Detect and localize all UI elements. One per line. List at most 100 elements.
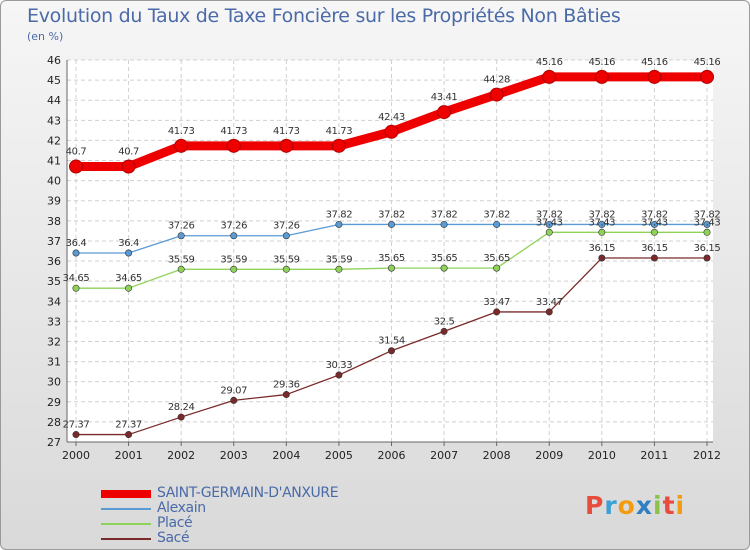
- data-point: [72, 431, 80, 439]
- data-point: [384, 124, 399, 139]
- grid: [67, 59, 713, 443]
- logo-letter: r: [604, 491, 618, 520]
- y-tick-label: 43: [47, 114, 61, 127]
- data-point: [230, 265, 238, 273]
- y-tick-label: 45: [47, 74, 61, 87]
- data-label: 37.82: [378, 209, 405, 220]
- legend-item: Sacé: [101, 530, 401, 546]
- legend: SAINT-GERMAIN-D'ANXURE Alexain Placé Sac…: [101, 485, 401, 546]
- data-label: 37.43: [536, 217, 563, 228]
- data-label: 41.73: [326, 126, 353, 137]
- x-tick-label: 2004: [272, 449, 300, 462]
- data-label: 31.54: [378, 336, 405, 347]
- data-point: [703, 220, 711, 228]
- x-tick-label: 2012: [693, 449, 721, 462]
- y-tick-label: 37: [47, 235, 61, 248]
- data-point: [598, 220, 606, 228]
- data-point: [335, 265, 343, 273]
- data-point: [125, 284, 133, 292]
- data-point: [282, 391, 290, 399]
- data-label: 35.59: [273, 254, 300, 265]
- data-label: 33.47: [483, 297, 510, 308]
- y-tick-label: 28: [47, 416, 61, 429]
- data-label: 30.33: [326, 360, 353, 371]
- data-point: [125, 431, 133, 439]
- x-tick-label: 2011: [640, 449, 668, 462]
- data-label: 42.43: [378, 112, 405, 123]
- chart-title: Evolution du Taux de Taxe Foncière sur l…: [27, 5, 621, 27]
- logo-letter: i: [675, 491, 686, 520]
- data-label: 34.65: [115, 273, 142, 284]
- data-point: [440, 220, 448, 228]
- legend-item: SAINT-GERMAIN-D'ANXURE: [101, 485, 401, 501]
- data-label: 37.26: [273, 221, 300, 232]
- plot-background: [67, 60, 713, 442]
- data-point: [700, 69, 714, 84]
- data-label: 44.28: [483, 75, 510, 86]
- data-label: 37.82: [589, 209, 616, 220]
- data-label: 27.37: [115, 420, 142, 431]
- data-point: [282, 265, 290, 273]
- legend-swatch: [101, 508, 151, 510]
- logo-letter: P: [585, 491, 605, 520]
- y-tick-label: 42: [47, 134, 61, 147]
- data-point: [177, 413, 185, 421]
- data-label: 33.47: [536, 297, 563, 308]
- data-point: [121, 159, 136, 174]
- data-label: 36.4: [118, 238, 139, 249]
- data-point: [72, 284, 80, 292]
- data-point: [335, 220, 343, 228]
- data-point: [703, 228, 711, 236]
- proxiti-logo: Proxiti: [585, 491, 685, 520]
- data-label: 37.82: [641, 209, 668, 220]
- axes: 27 28 29 30 31 32 33 34 35 36 37 38 39 40 41 42 43 44 45 46…: [47, 54, 721, 462]
- x-tick-label: 2001: [115, 449, 143, 462]
- data-point: [335, 371, 343, 379]
- data-label: 37.43: [694, 217, 721, 228]
- x-tick-label: 2007: [430, 449, 458, 462]
- logo-letter: t: [662, 491, 676, 520]
- data-label: 37.82: [326, 209, 353, 220]
- data-label: 37.82: [536, 209, 563, 220]
- y-tick-label: 39: [47, 195, 61, 208]
- data-point: [703, 254, 711, 262]
- data-point: [437, 105, 452, 120]
- data-label: 28.24: [168, 402, 195, 413]
- legend-item: Placé: [101, 515, 401, 531]
- data-point: [545, 308, 553, 316]
- data-label: 41.73: [220, 126, 247, 137]
- data-label: 35.65: [431, 253, 458, 264]
- data-label: 29.07: [220, 385, 247, 396]
- data-point: [387, 220, 395, 228]
- x-tick-label: 2000: [62, 449, 90, 462]
- y-tick-label: 35: [47, 275, 61, 288]
- data-point: [493, 264, 501, 272]
- data-label: 36.15: [641, 243, 668, 254]
- data-point: [125, 249, 133, 257]
- data-label: 34.65: [63, 273, 90, 284]
- data-point: [489, 87, 504, 102]
- data-point: [650, 220, 658, 228]
- logo-letter: i: [653, 491, 663, 520]
- legend-swatch: [101, 523, 151, 525]
- data-point: [545, 228, 553, 236]
- series: [69, 69, 714, 439]
- data-point: [177, 265, 185, 273]
- legend-label: Alexain: [157, 500, 206, 516]
- x-tick-label: 2003: [220, 449, 248, 462]
- data-labels: 40.7 40.7 41.73 41.73 41.73 41.73 42.43 43.41 44…: [63, 57, 721, 431]
- data-label: 37.82: [694, 209, 721, 220]
- x-tick-label: 2010: [588, 449, 616, 462]
- y-tick-label: 27: [47, 436, 61, 449]
- data-label: 35.59: [326, 254, 353, 265]
- data-point: [226, 138, 241, 153]
- logo-letter: x: [635, 491, 653, 520]
- y-tick-label: 41: [47, 155, 61, 168]
- data-label: 45.16: [694, 57, 721, 68]
- x-tick-label: 2009: [535, 449, 563, 462]
- data-point: [387, 347, 395, 355]
- legend-item: Alexain: [101, 500, 401, 516]
- data-point: [493, 308, 501, 316]
